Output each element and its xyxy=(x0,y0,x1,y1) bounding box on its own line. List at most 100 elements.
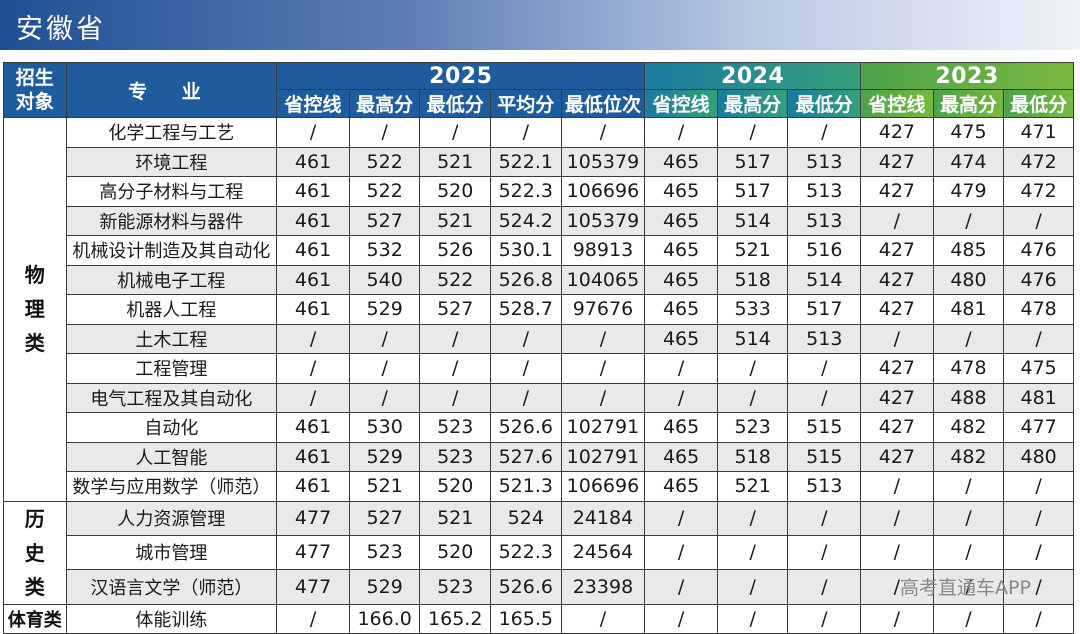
cell-2025-avg: 530.1 xyxy=(490,235,562,266)
cell-2025-avg: / xyxy=(490,382,562,413)
cell-2025-min-rank: 98913 xyxy=(560,235,646,266)
major-name: 人工智能 xyxy=(65,441,278,472)
cell-2024-min: 515 xyxy=(787,412,862,443)
cell-2024-min: / xyxy=(787,117,862,148)
cell-2023-min: 472 xyxy=(1003,146,1074,177)
cell-2025-control-line: 461 xyxy=(276,441,350,472)
cell-2023-min: 481 xyxy=(1003,382,1074,413)
year-2023-header: 2023 xyxy=(860,62,1074,90)
cell-2023-min: / xyxy=(1003,323,1074,354)
cell-2025-control-line: 461 xyxy=(276,264,350,295)
cell-2025-control-line: 477 xyxy=(276,534,350,571)
cell-2025-min: 521 xyxy=(419,146,492,177)
cell-2025-min-rank: 102791 xyxy=(560,412,646,443)
cell-2023-min: / xyxy=(1003,500,1074,536)
major-name: 汉语言文学（师范） xyxy=(65,569,278,605)
cell-2025-avg: 522.3 xyxy=(490,176,562,207)
cell-2023-control-line: 427 xyxy=(860,235,934,266)
cell-2025-min: 521 xyxy=(419,500,492,536)
cell-2024-max: 518 xyxy=(716,264,789,295)
cell-2023-control-line: / xyxy=(860,603,934,634)
cell-2025-control-line: 477 xyxy=(276,500,350,536)
cell-2023-max: 488 xyxy=(932,382,1005,413)
cell-2025-min: 523 xyxy=(419,569,492,605)
cell-2025-avg: 524.2 xyxy=(490,205,562,236)
cell-2023-min: 476 xyxy=(1003,235,1074,266)
cell-2025-min-rank: 102791 xyxy=(560,441,646,472)
cell-2023-control-line: / xyxy=(860,205,934,236)
cell-2025-max: 529 xyxy=(348,441,421,472)
target-header: 招生 对象 xyxy=(3,62,67,118)
cell-2024-max: 517 xyxy=(716,176,789,207)
cell-2025-min: 526 xyxy=(419,235,492,266)
major-name: 电气工程及其自动化 xyxy=(65,382,278,413)
cell-2023-control-line: 427 xyxy=(860,264,934,295)
col-2023-min: 最低分 xyxy=(1003,89,1074,118)
col-2025-min: 最低分 xyxy=(419,89,492,118)
col-2024-min: 最低分 xyxy=(787,89,862,118)
cell-2025-min-rank: 104065 xyxy=(560,264,646,295)
cell-2025-control-line: / xyxy=(276,323,350,354)
cell-2023-max: / xyxy=(932,205,1005,236)
cell-2024-min: / xyxy=(787,534,862,571)
cell-2023-max: 482 xyxy=(932,441,1005,472)
target-header-label: 招生 对象 xyxy=(15,67,54,113)
year-2025-header: 2025 xyxy=(276,62,646,90)
cell-2025-max: / xyxy=(348,353,421,384)
table-row: 汉语言文学（师范） 477 529 523 526.6 23398// / / / / xyxy=(4,569,1074,605)
cell-2025-min-rank: 106696 xyxy=(560,471,646,502)
cell-2024-control-line: / xyxy=(644,382,718,413)
cell-2024-min: / xyxy=(787,382,862,413)
major-name: 体能训练 xyxy=(65,603,278,634)
cell-2024-control-line: / xyxy=(644,603,718,634)
cell-2023-control-line: 427 xyxy=(860,353,934,384)
cell-2025-control-line: 461 xyxy=(276,471,350,502)
cell-2025-min-rank: 24184 xyxy=(560,500,646,536)
cell-2025-max: 521 xyxy=(348,471,421,502)
table-row: 机械设计制造及其自动化 461 532 526 530.1 98913 465 521 516 4… xyxy=(4,235,1074,266)
cell-2025-control-line: 461 xyxy=(276,294,350,325)
cell-2025-max: 527 xyxy=(348,500,421,536)
cell-2024-max: / xyxy=(716,117,789,148)
cell-2025-max: / xyxy=(348,323,421,354)
cell-2025-min: / xyxy=(419,353,492,384)
cell-2023-control-line: 427 xyxy=(860,441,934,472)
cell-2025-max: 529 xyxy=(348,294,421,325)
cell-2024-max: / xyxy=(716,569,789,605)
cell-2025-max: 529 xyxy=(348,569,421,605)
cell-2025-avg: 521.3 xyxy=(490,471,562,502)
major-name: 人力资源管理 xyxy=(65,500,278,536)
col-2023-max: 最高分 xyxy=(932,89,1005,118)
cell-2024-control-line: 465 xyxy=(644,323,718,354)
cell-2023-max: / xyxy=(932,534,1005,571)
table-row: 机械电子工程 461 540 522 526.8 104065 465 518 514 427 48… xyxy=(4,264,1074,295)
cell-2025-min: 523 xyxy=(419,441,492,472)
cell-2025-min-rank: / xyxy=(560,117,646,148)
table-row: 体育类 体能训练/166.0 165.2 165.5// / / / / / xyxy=(3,603,1074,634)
major-name: 化学工程与工艺 xyxy=(65,117,278,148)
cell-2024-max: 518 xyxy=(716,441,789,472)
cell-2025-min: 522 xyxy=(419,264,492,295)
cell-2025-max: 530 xyxy=(348,412,421,443)
cell-2025-min-rank: / xyxy=(560,603,646,634)
province-banner: 安徽省 xyxy=(0,0,1080,50)
major-name: 工程管理 xyxy=(65,353,278,384)
cell-2024-control-line: 465 xyxy=(644,235,718,266)
cell-2025-avg: / xyxy=(490,353,562,384)
cell-2024-control-line: 465 xyxy=(644,471,718,502)
cell-2024-min: 515 xyxy=(787,441,862,472)
cell-2023-min: / xyxy=(1003,471,1074,502)
major-name: 高分子材料与工程 xyxy=(65,176,278,207)
major-name: 城市管理 xyxy=(65,534,278,571)
cell-2024-max: / xyxy=(716,500,789,536)
cell-2023-min: / xyxy=(1003,603,1074,634)
cell-2025-avg: 526.6 xyxy=(490,569,562,605)
cell-2024-min: 514 xyxy=(787,264,862,295)
cell-2023-max: / xyxy=(932,569,1005,605)
cell-2023-control-line: / xyxy=(860,534,934,571)
major-name: 自动化 xyxy=(65,412,278,443)
cell-2025-avg: 522.1 xyxy=(490,146,562,177)
cell-2024-max: 521 xyxy=(716,235,789,266)
cell-2023-control-line: 427 xyxy=(860,294,934,325)
cell-2023-control-line: 427 xyxy=(860,117,934,148)
